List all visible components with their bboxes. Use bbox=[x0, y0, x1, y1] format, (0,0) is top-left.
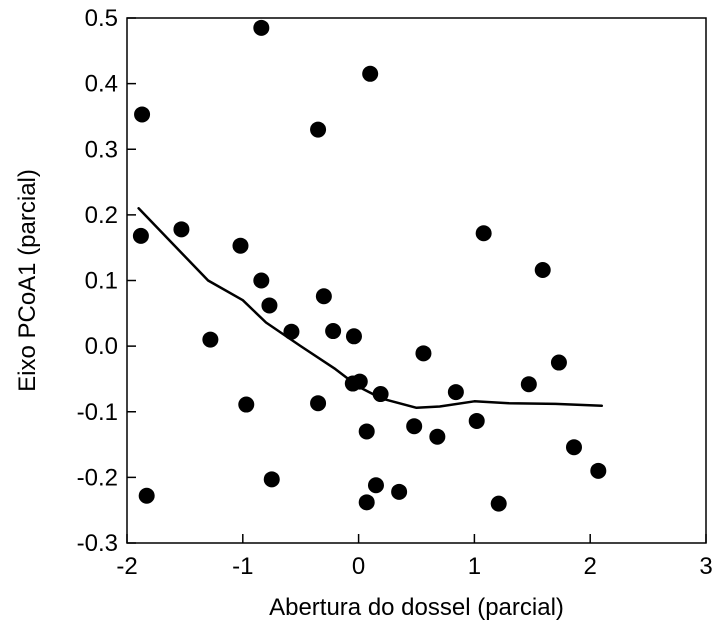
data-point bbox=[310, 395, 327, 412]
data-point bbox=[253, 272, 270, 289]
x-axis-ticks: -2 -1 0 1 2 3 bbox=[116, 534, 713, 580]
x-axis-title: Abertura do dossel (parcial) bbox=[269, 594, 564, 621]
data-point bbox=[520, 376, 537, 393]
y-axis-title: Eixo PCoA1 (parcial) bbox=[14, 169, 41, 392]
data-point bbox=[550, 354, 567, 371]
data-point bbox=[391, 483, 408, 500]
data-point bbox=[261, 297, 278, 314]
y-tick-label: -0.1 bbox=[77, 399, 118, 426]
x-tick-label: 1 bbox=[468, 553, 481, 580]
data-points bbox=[132, 19, 607, 512]
data-point bbox=[345, 328, 362, 345]
plot-frame bbox=[126, 17, 707, 544]
data-point bbox=[253, 19, 270, 36]
data-point bbox=[238, 396, 255, 413]
x-tick-label: 0 bbox=[352, 553, 365, 580]
data-point bbox=[372, 386, 389, 403]
y-tick-label: -0.2 bbox=[77, 464, 118, 491]
data-point bbox=[132, 227, 149, 244]
data-point bbox=[325, 323, 342, 340]
data-point bbox=[490, 495, 507, 512]
data-point bbox=[232, 237, 249, 254]
x-tick-label: 3 bbox=[699, 553, 712, 580]
data-point bbox=[358, 423, 375, 440]
data-point bbox=[283, 323, 300, 340]
data-point bbox=[415, 345, 432, 362]
x-tick-label: 2 bbox=[584, 553, 597, 580]
y-tick-label: 0.1 bbox=[85, 268, 118, 295]
data-point bbox=[475, 225, 492, 242]
data-point bbox=[310, 121, 327, 138]
y-tick-label: 0.0 bbox=[85, 333, 118, 360]
data-point bbox=[263, 471, 280, 488]
data-point bbox=[447, 384, 464, 401]
data-point bbox=[315, 288, 332, 305]
data-point bbox=[534, 262, 551, 278]
y-tick-label: -0.3 bbox=[77, 530, 118, 557]
data-point bbox=[565, 439, 582, 456]
data-point bbox=[468, 412, 485, 429]
x-tick-label: -2 bbox=[116, 553, 137, 580]
y-tick-label: 0.4 bbox=[85, 71, 118, 98]
y-tick-label: 0.3 bbox=[85, 136, 118, 163]
data-point bbox=[134, 106, 151, 123]
data-point bbox=[202, 331, 219, 348]
y-axis-ticks: -0.3 -0.2 -0.1 0.0 0.1 0.2 0.3 0.4 0.5 bbox=[77, 5, 136, 557]
y-tick-label: 0.2 bbox=[85, 202, 118, 229]
data-point bbox=[429, 428, 446, 445]
data-point bbox=[362, 65, 379, 82]
data-point bbox=[173, 221, 190, 238]
x-tick-label: -1 bbox=[232, 553, 253, 580]
data-point bbox=[406, 418, 423, 435]
data-point bbox=[138, 487, 155, 504]
data-point bbox=[351, 373, 368, 390]
data-point bbox=[367, 477, 384, 494]
data-point bbox=[358, 494, 375, 511]
data-point bbox=[590, 462, 607, 479]
y-tick-label: 0.5 bbox=[85, 5, 118, 32]
